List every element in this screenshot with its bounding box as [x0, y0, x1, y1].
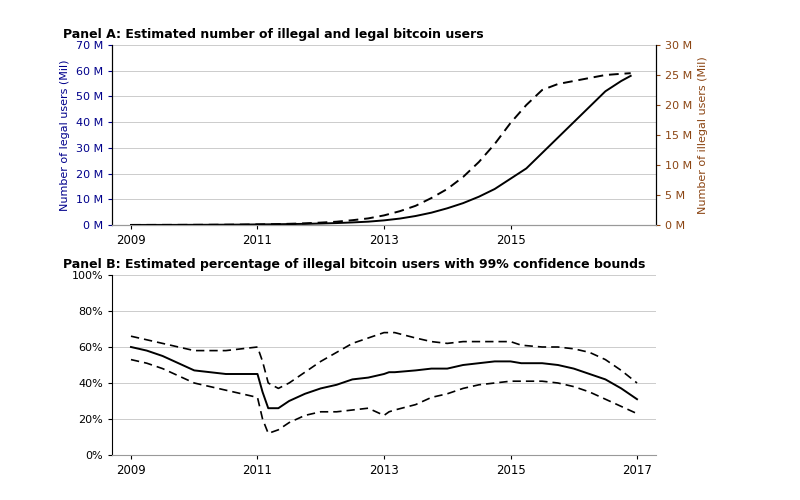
Text: Panel B: Estimated percentage of illegal bitcoin users with 99% confidence bound: Panel B: Estimated percentage of illegal…: [63, 258, 646, 271]
Y-axis label: Number of legal users (Mil): Number of legal users (Mil): [60, 59, 70, 211]
Y-axis label: Number of illegal users (Mil): Number of illegal users (Mil): [698, 56, 708, 214]
Text: Panel A: Estimated number of illegal and legal bitcoin users: Panel A: Estimated number of illegal and…: [63, 28, 484, 41]
